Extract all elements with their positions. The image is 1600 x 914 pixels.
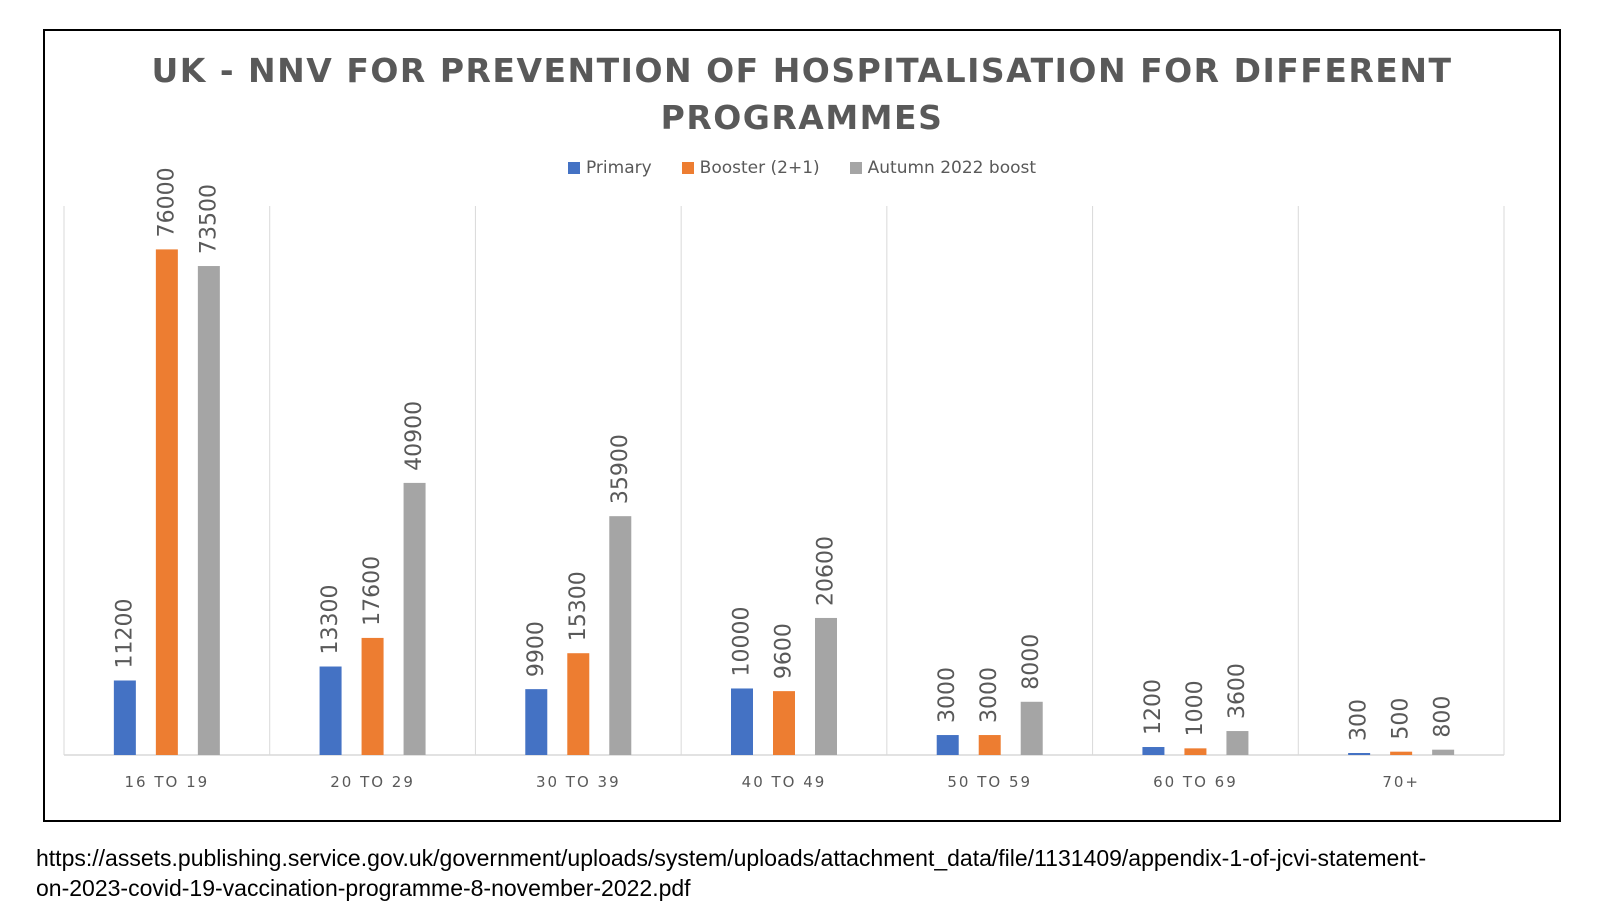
bar bbox=[1432, 749, 1455, 755]
source-line-1: https://assets.publishing.service.gov.uk… bbox=[36, 845, 1427, 871]
data-label: 17600 bbox=[360, 556, 385, 626]
bar bbox=[1142, 747, 1165, 755]
x-tick-label: 20 TO 29 bbox=[330, 773, 415, 791]
data-label: 9600 bbox=[772, 623, 797, 679]
data-label: 1200 bbox=[1141, 679, 1166, 735]
legend-item-booster: Booster (2+1) bbox=[681, 158, 820, 178]
legend-label-autumn: Autumn 2022 boost bbox=[867, 158, 1037, 178]
data-label: 15300 bbox=[566, 571, 591, 641]
x-tick-label: 40 TO 49 bbox=[742, 773, 827, 791]
plot-area: 11200 76000 73500 16 TO 19 13300 17600 40900 20… bbox=[63, 167, 1505, 791]
source-note: https://assets.publishing.service.gov.uk… bbox=[36, 843, 1576, 903]
chart-title: UK - NNV FOR PREVENTION OF HOSPITALISATI… bbox=[45, 47, 1559, 141]
data-label: 40900 bbox=[402, 401, 427, 471]
bar bbox=[815, 617, 837, 755]
source-line-2: on-2023-covid-19-vaccination-programme-8… bbox=[36, 875, 691, 901]
legend-item-primary: Primary bbox=[567, 158, 652, 178]
bar bbox=[403, 482, 426, 755]
bar bbox=[1390, 751, 1413, 755]
legend: Primary Booster (2+1) Autumn 2022 boost bbox=[45, 158, 1559, 178]
data-label: 9900 bbox=[524, 621, 549, 677]
bar bbox=[361, 637, 384, 755]
bar bbox=[113, 680, 136, 755]
x-tick-label: 70+ bbox=[1382, 773, 1420, 791]
legend-swatch-primary bbox=[567, 162, 580, 174]
bar bbox=[197, 266, 220, 755]
data-label: 35900 bbox=[608, 434, 633, 504]
x-tick-label: 16 TO 19 bbox=[125, 773, 210, 791]
data-label: 3000 bbox=[935, 667, 960, 723]
data-label: 13300 bbox=[318, 585, 343, 655]
chart-frame: UK - NNV FOR PREVENTION OF HOSPITALISATI… bbox=[43, 29, 1561, 822]
x-tick-label: 60 TO 69 bbox=[1153, 773, 1238, 791]
chart-title-line-1: UK - NNV FOR PREVENTION OF HOSPITALISATI… bbox=[151, 51, 1453, 90]
bar bbox=[155, 249, 178, 755]
data-label: 1000 bbox=[1183, 680, 1208, 736]
bar bbox=[978, 735, 1001, 755]
data-label: 76000 bbox=[154, 167, 179, 237]
legend-label-booster: Booster (2+1) bbox=[699, 158, 820, 178]
data-label: 300 bbox=[1347, 699, 1372, 741]
bar bbox=[525, 689, 548, 755]
bar bbox=[1184, 748, 1207, 755]
data-label: 11200 bbox=[112, 598, 137, 668]
bar bbox=[773, 691, 795, 755]
data-label: 20600 bbox=[814, 536, 839, 606]
bar bbox=[1020, 701, 1043, 755]
x-tick-label: 30 TO 39 bbox=[536, 773, 621, 791]
legend-swatch-autumn bbox=[849, 162, 862, 174]
x-tick-label: 50 TO 59 bbox=[947, 773, 1032, 791]
legend-item-autumn: Autumn 2022 boost bbox=[849, 158, 1037, 178]
bar bbox=[567, 653, 590, 755]
data-label: 3600 bbox=[1225, 663, 1250, 719]
bar bbox=[936, 735, 959, 755]
data-label: 10000 bbox=[730, 606, 755, 676]
legend-swatch-booster bbox=[681, 162, 694, 174]
data-label: 8000 bbox=[1019, 634, 1044, 690]
data-label: 73500 bbox=[196, 184, 221, 254]
chart-title-line-2: PROGRAMMES bbox=[660, 98, 944, 137]
data-label: 800 bbox=[1431, 696, 1456, 738]
data-label: 3000 bbox=[977, 667, 1002, 723]
bar bbox=[731, 688, 753, 755]
bar bbox=[1348, 753, 1371, 755]
bar bbox=[319, 666, 342, 755]
bar bbox=[609, 516, 632, 755]
legend-label-primary: Primary bbox=[585, 158, 652, 178]
data-label: 500 bbox=[1389, 698, 1414, 740]
bar bbox=[1226, 731, 1249, 755]
